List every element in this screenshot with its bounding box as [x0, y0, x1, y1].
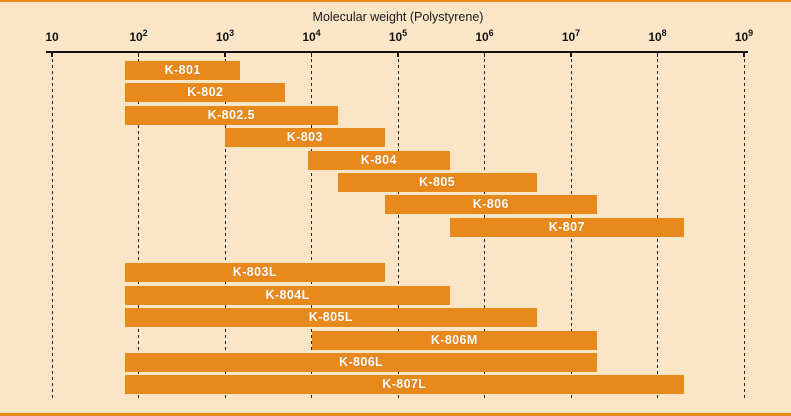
- range-bar-k-806m: K-806M: [311, 330, 598, 350]
- range-bar-label: K-803L: [232, 265, 277, 280]
- x-tick-label: 104: [302, 28, 321, 45]
- range-bar-label: K-807: [548, 219, 585, 234]
- gridline: [51, 53, 53, 398]
- range-bar-label: K-802: [187, 85, 224, 100]
- range-bar-label: K-805L: [308, 310, 353, 325]
- range-bar-k-804l: K-804L: [125, 285, 451, 305]
- range-bar-k-803l: K-803L: [125, 263, 385, 283]
- x-tick-label: 10: [45, 30, 59, 44]
- range-bar-label: K-801: [164, 63, 201, 77]
- range-bar-label: K-806: [472, 197, 509, 212]
- range-bar-label: K-803: [286, 130, 323, 145]
- range-bar-label: K-804: [360, 152, 397, 167]
- range-bar-k-806l: K-806L: [125, 353, 598, 372]
- gridline: [138, 53, 139, 398]
- gridline: [311, 53, 312, 398]
- range-bar-label: K-804L: [265, 287, 310, 302]
- range-bar-k-806: K-806: [384, 195, 598, 215]
- x-tick-label: 106: [475, 28, 494, 45]
- range-bar-label: K-802.5: [207, 107, 255, 122]
- range-bar-k-805l: K-805L: [125, 308, 537, 328]
- bottom-rule: [0, 413, 791, 416]
- x-tick-label: 109: [734, 28, 754, 45]
- x-tick-label: 107: [561, 28, 581, 45]
- gridline: [743, 53, 745, 398]
- range-bar-k-802: K-802: [125, 83, 286, 103]
- range-bar-label: K-807L: [382, 377, 427, 392]
- x-tick-label: 105: [388, 28, 408, 45]
- range-bar-k-802.5: K-802.5: [125, 105, 338, 125]
- gridline: [224, 53, 226, 398]
- x-axis-line: [46, 51, 748, 53]
- range-bar-label: K-806L: [339, 355, 384, 369]
- top-rule: [0, 0, 791, 2]
- range-bar-k-807l: K-807L: [125, 375, 684, 395]
- range-bar-k-803: K-803: [225, 128, 385, 148]
- axis-title: Molecular weight (Polystyrene): [312, 10, 484, 24]
- range-bar-k-801: K-801: [125, 61, 241, 80]
- x-tick-label: 102: [129, 28, 148, 45]
- range-bar-label: K-805: [419, 175, 456, 189]
- range-bar-k-804: K-804: [307, 150, 451, 170]
- x-tick-label: 108: [648, 28, 667, 45]
- x-tick-label: 103: [215, 28, 235, 45]
- range-bar-k-805: K-805: [337, 173, 537, 192]
- range-bar-label: K-806M: [430, 332, 478, 347]
- gridline: [397, 53, 399, 398]
- range-bar-k-807: K-807: [450, 217, 684, 237]
